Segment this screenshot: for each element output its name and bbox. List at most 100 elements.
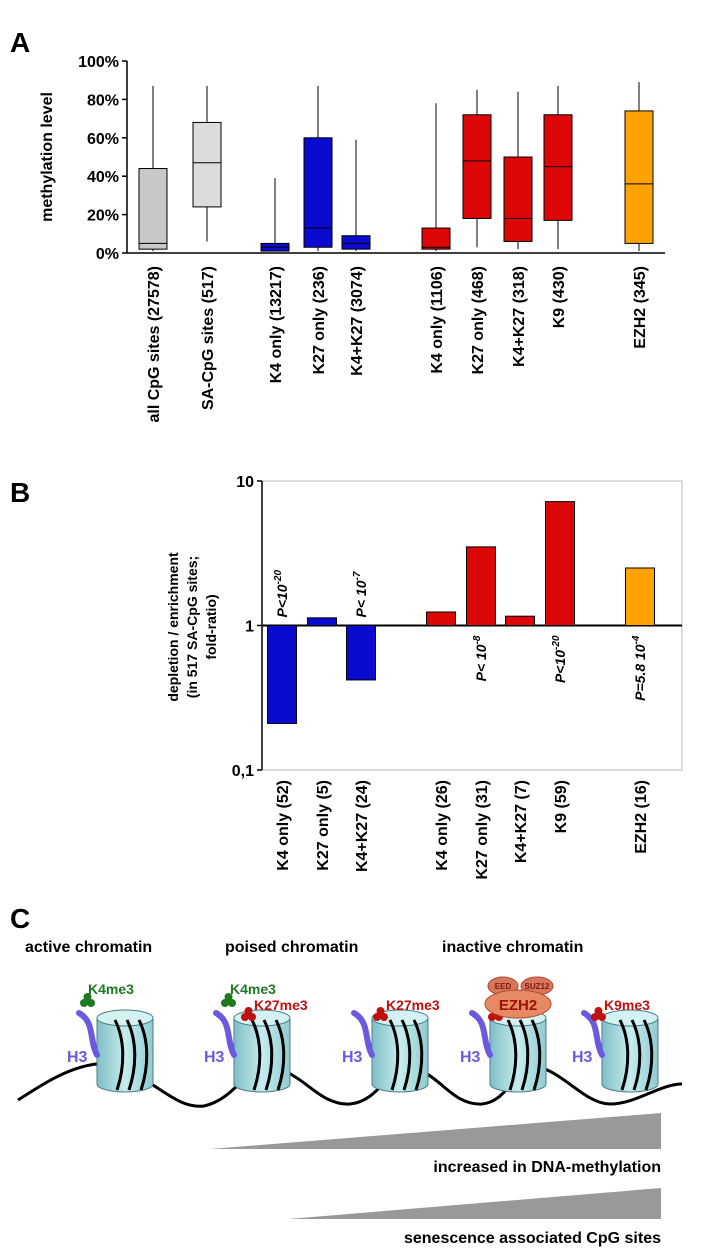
histone-tail xyxy=(581,1010,605,1058)
dna-wrap xyxy=(125,1019,137,1091)
dna-wrap xyxy=(400,1019,412,1091)
nucleosomes: H3 H3 H3 H3 H3 xyxy=(67,993,659,1093)
panel-b-x-label: K27 only (31) xyxy=(474,780,491,880)
k4me3-label-poised: K4me3 xyxy=(230,981,276,997)
suz12-label: SUZ12 xyxy=(525,982,550,991)
panel-b-y-label-line-1: depletion / enrichment xyxy=(165,552,181,702)
box-8 xyxy=(503,91,533,250)
panel-a-boxes xyxy=(138,82,654,252)
wedge-dna-methylation xyxy=(210,1113,661,1149)
nucleosome-1: H3 xyxy=(67,993,154,1093)
panel-a-x-label: K4+K27 (3074) xyxy=(349,266,366,376)
bar-1 xyxy=(267,625,297,724)
nucleosome-3: H3 xyxy=(342,1007,429,1093)
box-2 xyxy=(192,85,222,242)
prc2-complex: EED SUZ12 EZH2 xyxy=(484,976,554,1019)
box-5 xyxy=(341,139,371,252)
panel-b-x-label: K4+K27 (7) xyxy=(513,780,530,863)
histone-tail xyxy=(76,1010,100,1058)
box-6 xyxy=(421,103,451,252)
bar-5 xyxy=(466,546,496,626)
panel-a-y-tick-label: 80% xyxy=(87,92,119,109)
panel-a-axes: 0% 20% 40% 60% 80% 100% xyxy=(78,54,665,263)
box-1 xyxy=(138,85,168,252)
nucleosome-body xyxy=(371,1017,429,1093)
panel-b-x-label: K4 only (26) xyxy=(434,780,451,871)
panel-b-y-tick-label: 1 xyxy=(245,619,254,636)
panel-a-x-label: EZH2 (345) xyxy=(632,266,649,349)
p-value-label: P<10-20 xyxy=(551,635,568,683)
header-poised-chromatin: poised chromatin xyxy=(225,939,358,956)
p-value-label: P< 10-7 xyxy=(352,571,369,617)
h3-label: H3 xyxy=(342,1049,363,1066)
dna-wrap xyxy=(530,1019,542,1091)
panel-b-bars xyxy=(267,501,655,724)
panel-b-p-value-annotations: P<10-20 P< 10-7 P< 10-8 P<10-20 P=5.8 10-4 xyxy=(273,570,648,701)
panel-b-bar-chart: B depletion / enrichment (in 517 SA-CpG … xyxy=(10,474,683,880)
nucleosome-top xyxy=(96,1009,154,1027)
panel-b-x-label: K27 only (5) xyxy=(315,780,332,871)
nucleosome-body xyxy=(96,1017,154,1093)
histone-tail xyxy=(469,1010,493,1058)
box-iqr xyxy=(138,168,168,250)
panel-b-y-label-line-3: fold-ratio) xyxy=(203,594,219,659)
dna-wrap xyxy=(274,1019,286,1091)
methyl-mark xyxy=(241,1007,256,1021)
p-value-label: P<10-20 xyxy=(273,570,290,618)
nucleosome-4: H3 xyxy=(460,1007,547,1093)
dna-wrap xyxy=(137,1019,149,1091)
h3-label: H3 xyxy=(572,1049,593,1066)
panel-a-x-label: K27 only (236) xyxy=(311,266,328,374)
bar-3 xyxy=(346,625,376,681)
panel-a-y-tick-label: 0% xyxy=(96,246,119,263)
header-active-chromatin: active chromatin xyxy=(25,939,152,956)
dna-wrap xyxy=(506,1019,518,1091)
panel-a-y-tick-label: 100% xyxy=(78,54,119,71)
bar-2 xyxy=(307,617,337,626)
panel-b-y-tick-label: 0,1 xyxy=(232,763,254,780)
box-10 xyxy=(624,82,654,252)
bar-6 xyxy=(505,615,535,626)
box-iqr xyxy=(341,235,371,250)
panel-a-x-label: all CpG sites (27578) xyxy=(146,266,163,423)
ezh2-label: EZH2 xyxy=(499,997,537,1014)
dna-wrap xyxy=(642,1019,654,1091)
panel-a-x-label: SA-CpG sites (517) xyxy=(200,266,217,410)
panel-a-x-label: K9 (430) xyxy=(551,266,568,328)
k4me3-label-active: K4me3 xyxy=(88,981,134,997)
panel-b-x-label: K4 only (52) xyxy=(275,780,292,871)
eed-label: EED xyxy=(495,982,512,991)
panel-a-y-tick-label: 40% xyxy=(87,169,119,186)
methyl-mark xyxy=(591,1007,606,1021)
wedge-senescence-sites xyxy=(288,1188,661,1219)
p-value-label: P=5.8 10-4 xyxy=(631,635,648,701)
nucleosome-5: H3 xyxy=(572,1007,659,1093)
panel-b-letter: B xyxy=(10,477,30,508)
panel-c-chromatin-diagram: C active chromatin poised chromatin inac… xyxy=(10,903,683,1247)
panel-a-letter: A xyxy=(10,27,30,58)
panel-b-x-label: K4+K27 (24) xyxy=(354,780,371,872)
box-iqr xyxy=(421,227,451,250)
h3-label: H3 xyxy=(67,1049,88,1066)
panel-a-x-label: K4 only (13217) xyxy=(268,266,285,383)
panel-b-y-label-line-2: (in 517 SA-CpG sites; xyxy=(184,556,200,698)
wedge-dna-methylation-label: increased in DNA-methylation xyxy=(433,1159,661,1176)
panel-b-x-label: K9 (59) xyxy=(553,780,570,833)
box-9 xyxy=(543,85,573,250)
h3-label: H3 xyxy=(460,1049,481,1066)
methyl-mark xyxy=(221,993,236,1007)
h3-label: H3 xyxy=(204,1049,225,1066)
box-iqr xyxy=(543,114,573,221)
panel-c-letter: C xyxy=(10,903,30,934)
p-value-label: P< 10-8 xyxy=(472,635,489,681)
histone-tail xyxy=(351,1010,375,1058)
nucleosome-body xyxy=(489,1017,547,1093)
panel-b-y-axis-label: depletion / enrichment (in 517 SA-CpG si… xyxy=(165,552,219,702)
ezh2-subunit xyxy=(484,989,552,1019)
dna-wrap xyxy=(412,1019,424,1091)
panel-b-x-label: EZH2 (16) xyxy=(633,780,650,854)
bar-4 xyxy=(426,611,456,626)
box-iqr xyxy=(624,110,654,244)
dna-wrap xyxy=(630,1019,642,1091)
k27me3-label-poised: K27me3 xyxy=(254,997,308,1013)
